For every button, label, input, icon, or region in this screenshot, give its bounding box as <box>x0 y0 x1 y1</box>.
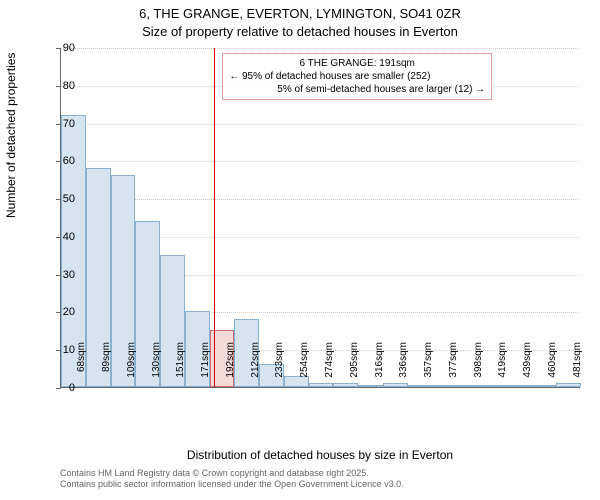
xtick-label: 398sqm <box>473 342 484 392</box>
xtick-label: 109sqm <box>126 342 137 392</box>
annotation-larger: 5% of semi-detached houses are larger (1… <box>229 83 485 96</box>
ytick-label: 20 <box>45 306 75 318</box>
xtick-label: 460sqm <box>547 342 558 392</box>
xtick-label: 295sqm <box>349 342 360 392</box>
xtick-label: 377sqm <box>448 342 459 392</box>
plot-area: 6 THE GRANGE: 191sqm← 95% of detached ho… <box>60 48 580 388</box>
chart-container: 6, THE GRANGE, EVERTON, LYMINGTON, SO41 … <box>0 0 600 500</box>
xtick-label: 336sqm <box>398 342 409 392</box>
y-axis-label: Number of detached properties <box>4 53 18 218</box>
xtick-label: 419sqm <box>497 342 508 392</box>
xtick-label: 481sqm <box>572 342 583 392</box>
gridline <box>61 161 580 162</box>
xtick-label: 439sqm <box>522 342 533 392</box>
xtick-label: 254sqm <box>299 342 310 392</box>
ytick-label: 50 <box>45 193 75 205</box>
xtick-label: 68sqm <box>76 342 87 392</box>
gridline <box>61 199 580 200</box>
xtick-label: 274sqm <box>324 342 335 392</box>
xtick-label: 233sqm <box>274 342 285 392</box>
footer-line-2: Contains public sector information licen… <box>60 479 404 490</box>
x-axis-label: Distribution of detached houses by size … <box>60 448 580 462</box>
ytick-label: 30 <box>45 269 75 281</box>
title-line-1: 6, THE GRANGE, EVERTON, LYMINGTON, SO41 … <box>0 6 600 21</box>
ytick-label: 70 <box>45 118 75 130</box>
footer-line-1: Contains HM Land Registry data © Crown c… <box>60 468 404 479</box>
xtick-label: 316sqm <box>374 342 385 392</box>
xtick-label: 151sqm <box>175 342 186 392</box>
annotation-box: 6 THE GRANGE: 191sqm← 95% of detached ho… <box>222 53 492 100</box>
ytick-label: 60 <box>45 155 75 167</box>
xtick-label: 357sqm <box>423 342 434 392</box>
xtick-label: 171sqm <box>200 342 211 392</box>
footer-attribution: Contains HM Land Registry data © Crown c… <box>60 468 404 490</box>
ytick-label: 10 <box>45 344 75 356</box>
ytick-label: 90 <box>45 42 75 54</box>
xtick-label: 212sqm <box>250 342 261 392</box>
xtick-label: 130sqm <box>151 342 162 392</box>
annotation-title: 6 THE GRANGE: 191sqm <box>229 57 485 70</box>
xtick-label: 89sqm <box>101 342 112 392</box>
gridline <box>61 48 580 49</box>
xtick-label: 192sqm <box>225 342 236 392</box>
ytick-label: 80 <box>45 80 75 92</box>
annotation-smaller: ← 95% of detached houses are smaller (25… <box>229 70 485 83</box>
gridline <box>61 124 580 125</box>
ytick-label: 40 <box>45 231 75 243</box>
marker-line <box>214 48 215 387</box>
title-line-2: Size of property relative to detached ho… <box>0 24 600 39</box>
ytick-label: 0 <box>45 382 75 394</box>
